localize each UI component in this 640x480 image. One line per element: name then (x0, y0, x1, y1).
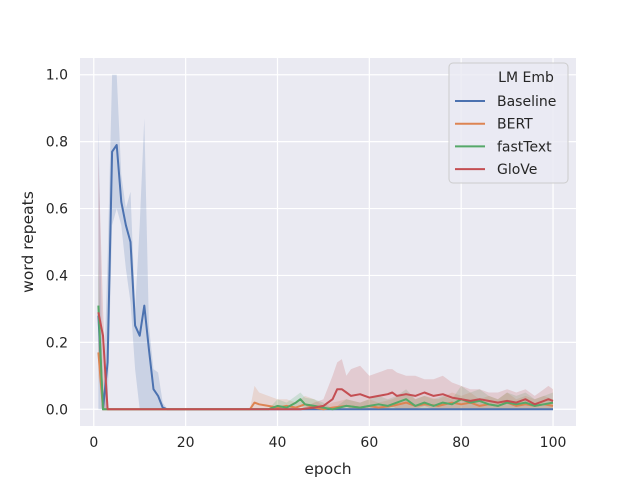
legend: LM Emb Baseline BERT fastText GloVe (448, 62, 569, 184)
legend-item-fasttext: fastText (455, 139, 552, 155)
y-tick-label: 1.0 (46, 68, 68, 84)
y-tick-label: 0.4 (46, 268, 68, 284)
legend-title: LM Emb (498, 70, 554, 86)
y-tick-label: 0.2 (46, 335, 68, 351)
legend-item-glove: GloVe (455, 162, 537, 178)
x-ticks: 0 20 40 60 80 100 (89, 435, 566, 451)
x-tick-label: 20 (177, 435, 195, 451)
y-tick-label: 0.6 (46, 202, 68, 218)
fasttext-line (97, 305, 554, 411)
legend-item-bert: BERT (455, 117, 533, 133)
baseline-confidence-band (98, 74, 554, 410)
y-tick-label: 0.8 (46, 135, 68, 151)
glove-line (97, 312, 554, 411)
fasttext-confidence-band (98, 258, 554, 410)
series-lines (97, 144, 554, 411)
x-tick-label: 60 (360, 435, 378, 451)
legend-label-fasttext: fastText (497, 139, 552, 155)
y-tick-label: 0.0 (46, 402, 68, 418)
legend-item-baseline: Baseline (455, 94, 556, 110)
x-tick-label: 0 (89, 435, 98, 451)
x-tick-label: 40 (269, 435, 287, 451)
legend-label-glove: GloVe (497, 162, 537, 178)
legend-label-baseline: Baseline (497, 94, 556, 110)
y-ticks: 0.0 0.2 0.4 0.6 0.8 1.0 (46, 68, 68, 419)
legend-box (448, 62, 569, 184)
x-tick-label: 100 (540, 435, 567, 451)
legend-label-bert: BERT (497, 117, 533, 133)
x-tick-label: 80 (452, 435, 470, 451)
x-axis-label: epoch (304, 460, 351, 478)
y-axis-label: word repeats (19, 191, 37, 293)
